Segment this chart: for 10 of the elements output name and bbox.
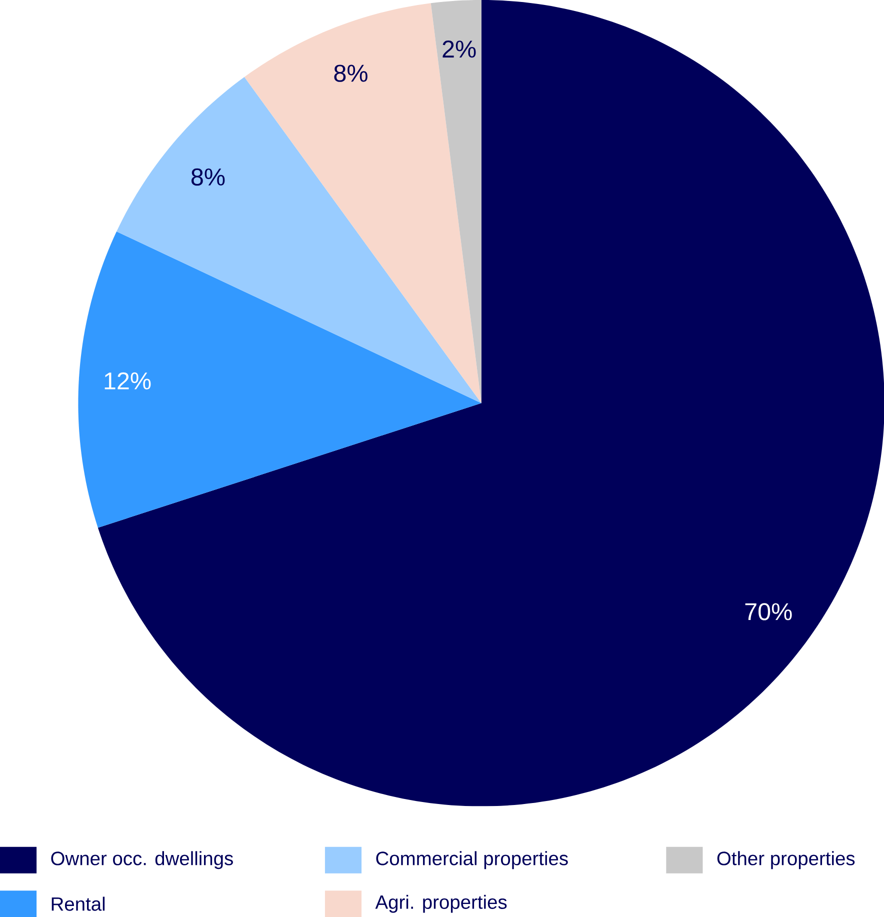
data-label: 70% <box>745 603 792 620</box>
data-label: 12% <box>104 372 150 390</box>
data-label: 2% <box>442 40 476 58</box>
legend-label: Other properties <box>717 851 854 870</box>
legend-label: Owner occ. dwellings <box>50 851 233 870</box>
legend-label: Commercial properties <box>376 851 568 870</box>
legend-label: Agri. properties <box>375 894 506 913</box>
data-label: 8% <box>191 168 224 186</box>
legend-label: Rental <box>52 896 104 911</box>
data-label: 8% <box>334 64 368 82</box>
